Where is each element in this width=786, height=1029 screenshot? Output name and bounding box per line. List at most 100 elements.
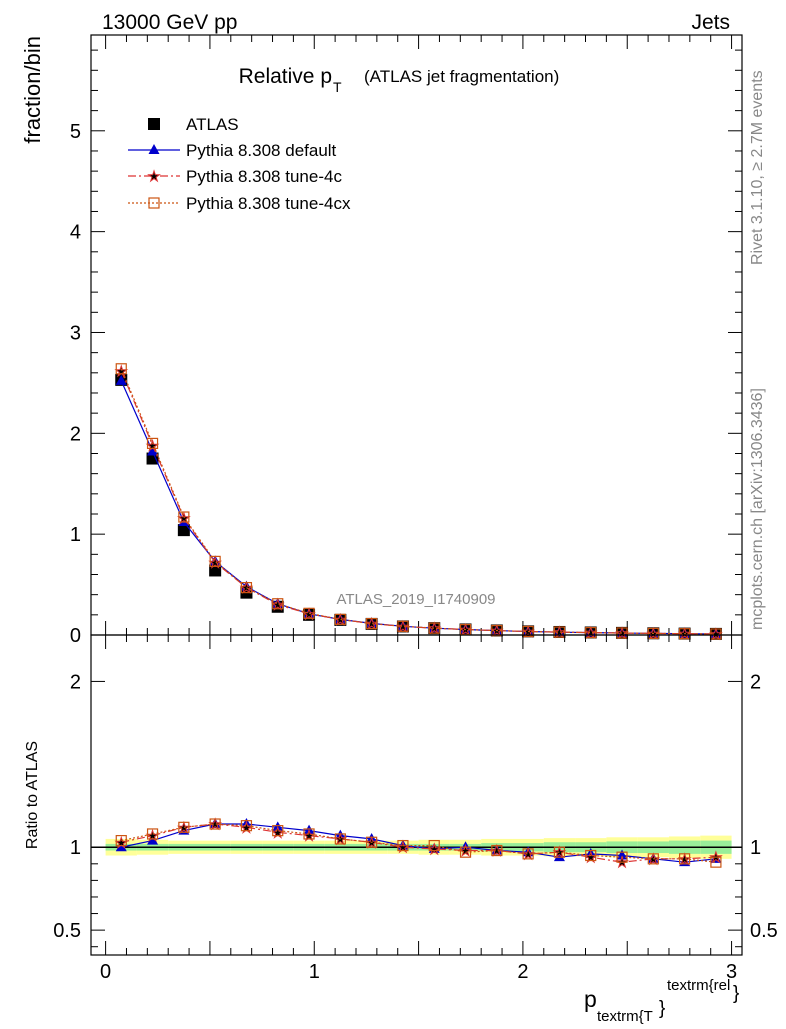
- ratio-data-point: ★: [209, 816, 222, 832]
- main-data-point: [710, 628, 722, 640]
- y-tick-label: 3: [70, 322, 81, 344]
- ratio-data-point: [459, 846, 472, 858]
- main-data-point: [397, 620, 409, 631]
- main-data-point: [679, 628, 691, 640]
- rivet-label: Rivet 3.1.10, ≥ 2.7M events: [749, 70, 766, 265]
- ratio-data-point: [397, 839, 409, 850]
- ratio-data-point: [679, 853, 691, 865]
- ratio-data-point: [334, 833, 346, 845]
- ratio-y-tick-label: 2: [70, 671, 81, 693]
- x-tick-label: 1: [309, 961, 320, 983]
- main-data-point: [115, 374, 127, 385]
- main-data-point: [303, 607, 315, 619]
- main-data-point: [647, 627, 659, 639]
- ratio-data-point: ★: [678, 851, 691, 867]
- ratio-data-point: [460, 841, 472, 852]
- main-data-point: ★: [365, 616, 378, 632]
- ratio-data-point: [553, 846, 566, 858]
- main-data-point: [303, 607, 315, 618]
- main-data-point: [146, 437, 159, 450]
- ratio-data-point: [710, 852, 722, 863]
- ratio-data-point: [272, 821, 284, 832]
- ratio-data-point: [115, 834, 127, 847]
- ratio-data-point: ★: [178, 819, 191, 835]
- ratio-data-point: [209, 818, 221, 830]
- ratio-data-point: [147, 834, 159, 845]
- ratio-data-point: [178, 821, 190, 833]
- main-data-point: [272, 598, 284, 610]
- ratio-data-point: ★: [522, 846, 535, 862]
- ratio-data-point: ★: [584, 849, 597, 865]
- legend-label-atlas: ATLAS: [186, 115, 239, 134]
- ratio-data-point: [115, 841, 127, 852]
- main-data-point: ★: [616, 625, 629, 641]
- ratio-data-point: ★: [428, 841, 441, 857]
- legend: ATLAS Pythia 8.308 default ★ Pythia 8.30…: [128, 115, 351, 213]
- ratio-data-point: [710, 856, 722, 868]
- x-axis-label-brace-2: }: [733, 983, 739, 1004]
- main-data-point: [522, 625, 534, 638]
- main-data-point: [209, 555, 221, 567]
- main-data-point: ★: [428, 620, 441, 636]
- ratio-data-point: [553, 851, 565, 862]
- main-data-point: [115, 363, 127, 375]
- y-tick-label: 0: [70, 625, 81, 647]
- main-data-point: [147, 445, 159, 456]
- ratio-data-point: [209, 818, 221, 829]
- ratio-data-point: [240, 820, 253, 832]
- main-title-text: Relative p: [239, 65, 332, 88]
- main-data-point: [178, 516, 190, 527]
- main-data-point: [146, 452, 159, 465]
- main-data-point: [209, 564, 222, 577]
- ratio-data-point: [334, 829, 346, 840]
- main-data-point: [334, 613, 346, 625]
- mcplots-label: mcplots.cern.ch [arXiv:1306.3436]: [749, 388, 766, 630]
- ratio-data-point: [397, 839, 409, 852]
- ratio-data-point: [585, 849, 597, 862]
- ratio-data-point: [366, 832, 378, 843]
- ratio-data-point: [272, 825, 284, 837]
- main-data-point: ★: [553, 624, 566, 640]
- main-data-point: [240, 582, 253, 594]
- ratio-data-point: ★: [397, 839, 410, 855]
- ratio-data-point: ★: [303, 828, 316, 844]
- analysis-watermark: ATLAS_2019_I1740909: [336, 591, 495, 608]
- y-tick-label: 4: [70, 222, 81, 244]
- x-tick-label: 3: [726, 961, 737, 983]
- main-data-point: [522, 625, 534, 636]
- ratio-data-point: [647, 852, 659, 863]
- main-data-point: ★: [146, 437, 159, 453]
- y-tick-label: 5: [70, 121, 81, 143]
- legend-marker-default: [148, 144, 160, 154]
- main-title-extra: (ATLAS jet fragmentation): [364, 67, 559, 86]
- main-data-point: [428, 622, 440, 633]
- main-data-point: [178, 511, 190, 523]
- main-data-point: ★: [334, 611, 347, 627]
- ratio-data-point: ★: [271, 824, 284, 840]
- ratio-data-point: [616, 851, 628, 863]
- main-data-point: [553, 626, 565, 637]
- main-title-subscript: T: [333, 79, 342, 95]
- legend-marker-tune4c: ★: [148, 168, 161, 184]
- ratio-y-tick-label-right: 1: [750, 837, 761, 859]
- main-data-point: ★: [115, 363, 128, 379]
- legend-label-tune4cx: Pythia 8.308 tune-4cx: [186, 194, 351, 213]
- main-axis-ticks: 0 1 2 3 4 5: [70, 35, 742, 647]
- ratio-data-point: [491, 844, 503, 855]
- ratio-data-point: ★: [146, 828, 159, 844]
- x-tick-label: 2: [517, 961, 528, 983]
- y-tick-label: 2: [70, 423, 81, 445]
- x-tick-label: 0: [100, 961, 111, 983]
- main-data-point: [491, 624, 503, 635]
- main-data-point: [366, 617, 378, 628]
- main-data-point: [585, 626, 597, 637]
- ratio-ylabel: Ratio to ATLAS: [24, 741, 41, 849]
- ratio-data-point: [616, 849, 628, 860]
- main-data-point: [553, 626, 566, 638]
- ratio-y-tick-label: 1: [70, 837, 81, 859]
- main-data-point: [177, 524, 190, 537]
- ratio-series: ★ ★★ ★ ★ ★ ★ ★ ★ ★ ★ ★ ★ ★ ★ ★ ★ ★ ★ ★: [114, 816, 722, 871]
- x-axis-label-superscript: textrm{rel: [667, 977, 730, 994]
- main-data-point: [585, 626, 597, 639]
